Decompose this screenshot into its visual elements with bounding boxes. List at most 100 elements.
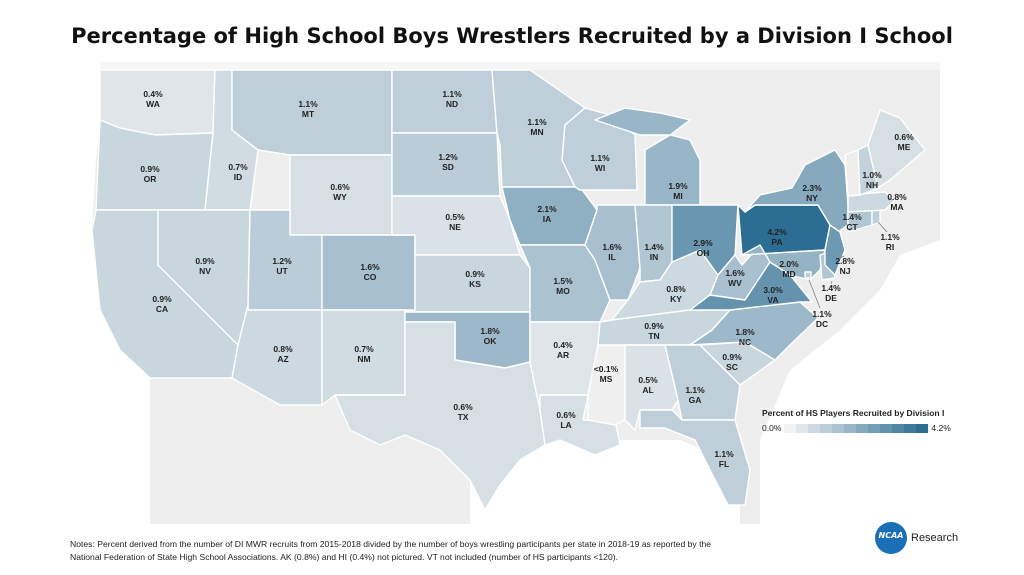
legend-swatch [868,423,881,433]
atlantic-ocean [760,240,940,524]
label-CA-abbr: CA [156,304,168,314]
label-AR-abbr: AR [557,350,569,360]
label-KY-value: 0.8% [666,284,686,294]
state-DC[interactable] [804,271,812,279]
label-NY-abbr: NY [806,193,818,203]
canada-area [85,62,940,70]
state-MA[interactable] [847,191,896,213]
state-FL[interactable] [639,409,751,506]
label-IL-abbr: IL [608,252,616,262]
color-legend: Percent of HS Players Recruited by Divis… [762,408,972,433]
label-NV-value: 0.9% [195,256,215,266]
state-LA[interactable] [539,394,621,456]
state-NC[interactable] [689,301,819,361]
label-IA-abbr: IA [543,214,552,224]
state-WI[interactable] [561,107,638,191]
label-GA-value: 1.1% [685,385,705,395]
label-OH-value: 2.9% [693,238,713,248]
legend-swatch [856,423,869,433]
state-TX[interactable] [334,321,546,511]
label-AZ-abbr: AZ [277,354,288,364]
label-MS-value: <0.1% [594,364,619,374]
label-MT-abbr: MT [302,109,315,119]
label-CT-abbr: CT [846,222,858,232]
legend-swatch [796,423,809,433]
label-WA-abbr: WA [146,99,160,109]
label-TX-abbr: TX [458,412,469,422]
label-MI-value: 1.9% [668,181,688,191]
label-MD-value: 2.0% [779,259,799,269]
label-ND-value: 1.1% [442,89,462,99]
label-SD-value: 1.2% [438,152,458,162]
label-MD-abbr: MD [782,269,795,279]
label-TN-abbr: TN [648,331,659,341]
label-DC-abbr: DC [816,319,828,329]
legend-row: 0.0% 4.2% [762,423,972,433]
footnote-line-1: Notes: Percent derived from the number o… [70,539,712,549]
label-NE-value: 0.5% [445,212,465,222]
leader-DE [830,280,833,285]
label-NM-value: 0.7% [354,344,374,354]
label-PA-abbr: PA [771,237,782,247]
leader-MA [887,196,893,201]
label-CT-value: 1.4% [842,212,862,222]
state-MI-UP[interactable] [594,107,691,136]
label-SD-abbr: SD [442,162,454,172]
label-MA-value: 0.8% [887,192,907,202]
label-DC-value: 1.1% [812,309,832,319]
label-OH-abbr: OH [697,248,710,258]
label-FL-abbr: FL [719,459,729,469]
state-ND[interactable] [391,69,498,134]
label-NH-value: 1.0% [862,170,882,180]
label-MT-value: 1.1% [298,99,318,109]
label-NE-abbr: NE [449,222,461,232]
label-GA-abbr: GA [689,395,702,405]
label-RI-value: 1.1% [880,232,900,242]
leader-NJ [839,255,845,259]
label-MN-value: 1.1% [527,117,547,127]
label-IN-value: 1.4% [644,242,664,252]
legend-swatch [880,423,893,433]
label-DE-abbr: DE [825,293,837,303]
label-ME-value: 0.6% [894,132,914,142]
label-FL-value: 1.1% [714,449,734,459]
leader-RI [877,221,888,233]
label-KS-abbr: KS [469,279,481,289]
pacific-ocean [85,62,150,524]
label-CO-value: 1.6% [360,262,380,272]
legend-swatch [808,423,821,433]
label-TX-value: 0.6% [453,402,473,412]
ncaa-research-logo: NCAA Research [875,520,1005,554]
state-NJ[interactable] [824,224,846,276]
legend-title: Percent of HS Players Recruited by Divis… [762,408,945,418]
label-KS-value: 0.9% [465,269,485,279]
label-PA-value: 4.2% [767,227,787,237]
state-ME[interactable] [867,109,926,189]
label-DE-value: 1.4% [821,283,841,293]
label-WI-abbr: WI [595,163,605,173]
state-labels: 0.4% WA 0.9% OR 0.9% CA 0.7% ID 0.9% NV … [140,89,914,469]
label-VA-value: 3.0% [763,285,783,295]
label-NY-value: 2.3% [802,183,822,193]
state-MI[interactable] [644,134,701,206]
label-RI-abbr: RI [886,242,895,252]
ncaa-badge-icon [875,522,907,554]
label-UT-abbr: UT [276,266,288,276]
gulf-of-mexico [470,440,740,524]
label-NM-abbr: NM [357,354,370,364]
label-WV-abbr: WV [728,278,742,288]
label-NH-abbr: NH [866,180,878,190]
label-NJ-value: 2.8% [835,256,855,266]
label-LA-abbr: LA [560,420,571,430]
legend-swatch [832,423,845,433]
legend-swatch [820,423,833,433]
label-IL-value: 1.6% [602,242,622,252]
label-OK-value: 1.8% [480,326,500,336]
label-NV-abbr: NV [199,266,211,276]
label-ME-abbr: ME [898,142,911,152]
label-NC-abbr: NC [739,337,751,347]
label-ND-abbr: ND [446,99,458,109]
legend-swatch [844,423,857,433]
states-layer [91,69,926,511]
label-MA-abbr: MA [890,202,903,212]
